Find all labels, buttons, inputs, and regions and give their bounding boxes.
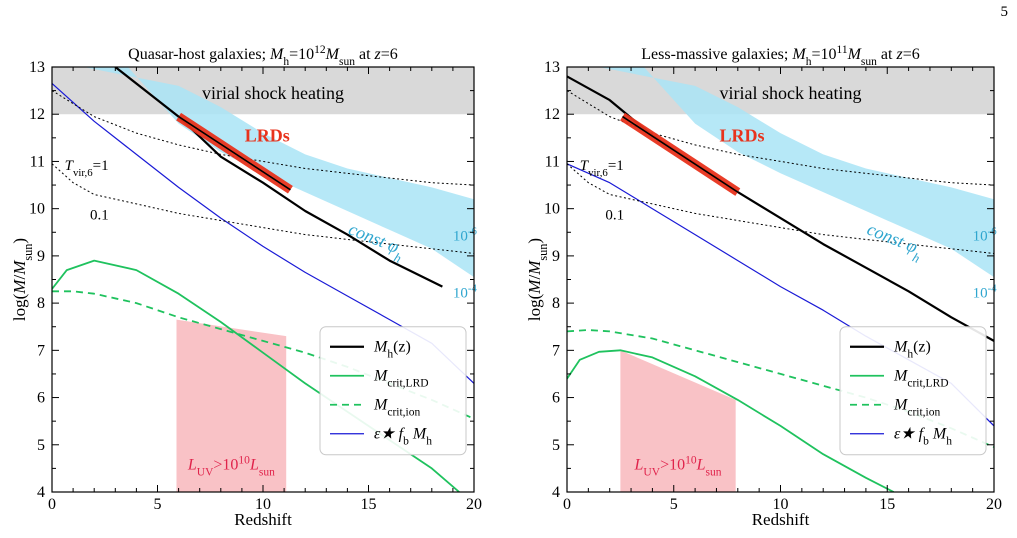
series-line-tvir1 xyxy=(567,90,994,186)
legend-label-stellar: ε★ fb Mh xyxy=(894,426,952,448)
legend-label-stellar: ε★ fb Mh xyxy=(374,426,432,448)
x-tick-label: 15 xyxy=(879,496,895,513)
lrd-segment-core xyxy=(622,115,739,193)
y-tick-label: 9 xyxy=(552,248,560,265)
legend-label-mh: Mh(z) xyxy=(373,339,411,361)
x-axis-label: Redshift xyxy=(234,510,292,529)
annotation-tvir-1: Tvir,6=1 xyxy=(580,158,624,179)
x-tick-label: 20 xyxy=(466,496,482,513)
x-tick-label: 0 xyxy=(48,496,56,513)
y-tick-label: 12 xyxy=(544,106,560,123)
annotation-1e-6: 10-6 xyxy=(453,226,478,245)
x-tick-label: 5 xyxy=(670,496,678,513)
series-line-crit_lrd xyxy=(567,349,895,492)
legend-label-crit_lrd: Mcrit,LRD xyxy=(893,368,949,390)
y-tick-label: 7 xyxy=(552,342,560,359)
y-tick-label: 5 xyxy=(552,437,560,454)
annotation-lrds: LRDs xyxy=(245,125,290,145)
chart-title: Quasar-host galaxies; Mh=1012Msun at z=6 xyxy=(128,44,398,68)
annotation-1e-4: 10-4 xyxy=(973,282,998,301)
y-tick-label: 13 xyxy=(29,59,45,76)
legend-box xyxy=(839,326,987,456)
legend-label-mh: Mh(z) xyxy=(893,339,931,361)
x-tick-label: 5 xyxy=(154,496,162,513)
legend-label-crit_lrd: Mcrit,LRD xyxy=(373,368,429,390)
annotation-tvir-1: Tvir,6=1 xyxy=(65,158,109,179)
const-phi-band xyxy=(599,67,994,278)
series-line-tvir01 xyxy=(52,163,474,254)
annotation-virial-shock: virial shock heating xyxy=(202,83,344,103)
x-tick-label: 20 xyxy=(986,496,1002,513)
legend-label-crit_ion: Mcrit,ion xyxy=(373,397,421,419)
page-number: 5 xyxy=(1000,4,1009,20)
legend-box xyxy=(319,326,467,456)
y-tick-label: 9 xyxy=(37,248,45,265)
series-line-tvir01 xyxy=(567,163,994,254)
y-tick-label: 11 xyxy=(545,153,560,170)
annotation-luv: LUV>1010Lsun xyxy=(634,455,722,479)
luv-region xyxy=(620,350,736,492)
annotation-tvir-0.1: 0.1 xyxy=(605,207,624,223)
y-tick-label: 5 xyxy=(37,437,45,454)
y-tick-label: 10 xyxy=(29,201,45,218)
series-line-crit_ion xyxy=(52,290,474,420)
annotation-virial-shock: virial shock heating xyxy=(720,83,862,103)
y-tick-label: 4 xyxy=(37,484,45,501)
x-axis-label: Redshift xyxy=(752,510,810,529)
y-axis-label: log(M/Msun) xyxy=(525,238,550,321)
x-tick-label: 10 xyxy=(773,496,789,513)
annotation-1e-6: 10-6 xyxy=(973,226,998,245)
chart-panel-1: virial shock heatingLRDsTvir,6=10.1const… xyxy=(10,44,482,529)
y-tick-label: 6 xyxy=(37,390,45,407)
y-tick-label: 13 xyxy=(544,59,560,76)
y-tick-label: 8 xyxy=(552,295,560,312)
y-tick-label: 4 xyxy=(552,484,560,501)
chart-title: Less-massive galaxies; Mh=1011Msun at z=… xyxy=(641,44,919,68)
chart-panel-2: virial shock heatingLRDsTvir,6=10.1const… xyxy=(525,44,1002,529)
y-tick-label: 10 xyxy=(544,201,560,218)
x-tick-label: 10 xyxy=(255,496,271,513)
x-tick-label: 0 xyxy=(563,496,571,513)
legend-label-crit_ion: Mcrit,ion xyxy=(893,397,941,419)
y-tick-label: 11 xyxy=(30,153,45,170)
luv-region xyxy=(176,319,287,492)
y-tick-label: 7 xyxy=(37,342,45,359)
plot-area xyxy=(567,67,994,492)
virial-shock-region xyxy=(567,67,994,115)
annotation-tvir-0.1: 0.1 xyxy=(90,207,109,223)
annotation-1e-4: 10-4 xyxy=(453,282,478,301)
y-tick-label: 6 xyxy=(552,390,560,407)
y-axis-label: log(M/Msun) xyxy=(10,238,35,321)
virial-shock-region xyxy=(52,67,474,115)
lrd-segment-core xyxy=(178,115,291,191)
y-tick-label: 8 xyxy=(37,295,45,312)
x-tick-label: 15 xyxy=(361,496,377,513)
annotation-lrds: LRDs xyxy=(720,125,765,145)
plot-area xyxy=(52,67,474,492)
annotation-luv: LUV>1010Lsun xyxy=(187,455,275,479)
y-tick-label: 12 xyxy=(29,106,45,123)
